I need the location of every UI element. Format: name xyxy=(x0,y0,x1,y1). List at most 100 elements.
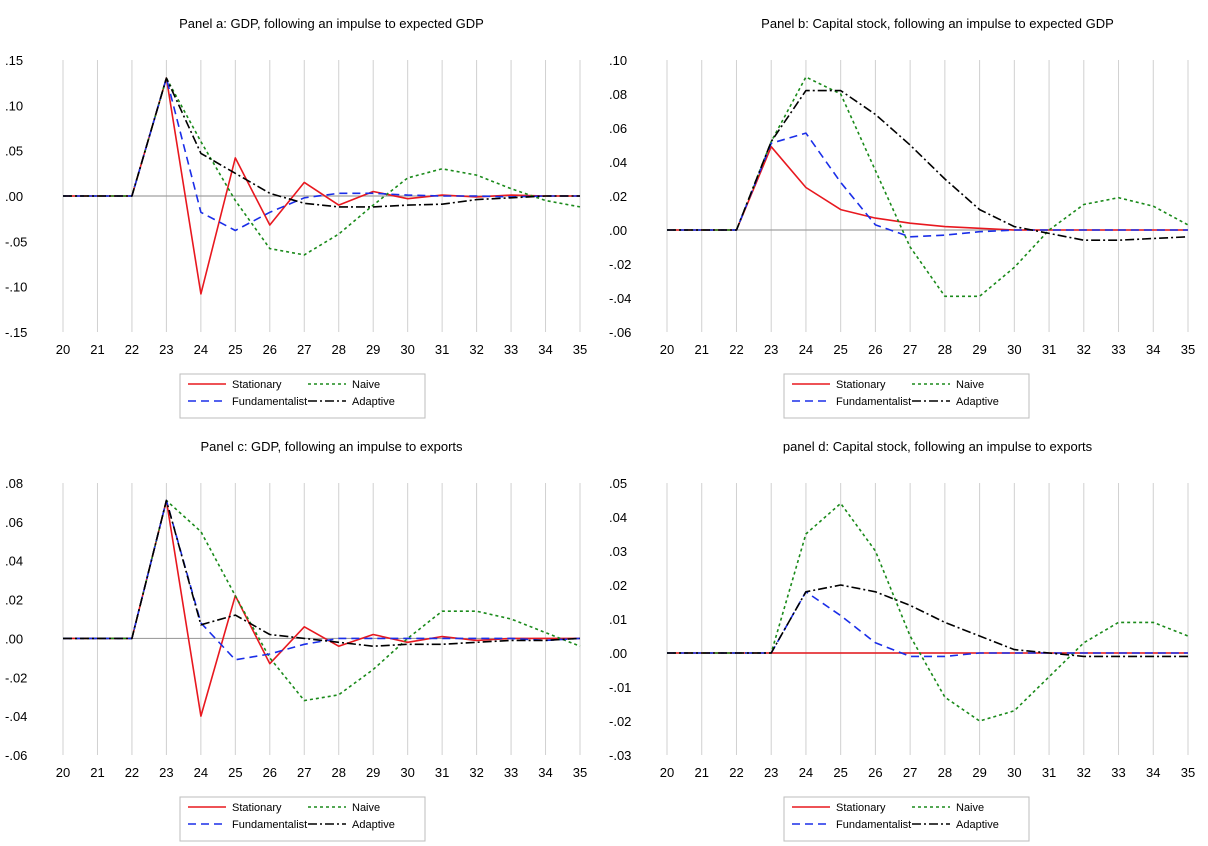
series-line-naive xyxy=(667,502,1189,722)
y-tick-label: .02 xyxy=(609,578,627,593)
x-tick-label: 34 xyxy=(538,765,552,780)
x-tick-label: 22 xyxy=(125,765,139,780)
x-tick-label: 20 xyxy=(660,342,674,357)
chart-title: panel d: Capital stock, following an imp… xyxy=(783,439,1093,454)
x-tick-label: 25 xyxy=(228,765,242,780)
x-tick-label: 20 xyxy=(56,765,70,780)
y-tick-label: .01 xyxy=(609,612,627,627)
y-tick-label: .06 xyxy=(609,121,627,136)
x-tick-label: 34 xyxy=(538,342,552,357)
x-tick-label: 27 xyxy=(903,342,917,357)
x-tick-label: 29 xyxy=(972,765,986,780)
x-tick-label: 21 xyxy=(90,765,104,780)
x-tick-label: 28 xyxy=(331,342,345,357)
legend-box xyxy=(783,796,1030,842)
x-tick-label: 26 xyxy=(868,765,882,780)
y-tick-label: -.02 xyxy=(609,257,631,272)
legend-label-fundamentalist: Fundamentalist xyxy=(836,396,911,408)
y-tick-label: -.05 xyxy=(5,234,27,249)
x-tick-label: 29 xyxy=(366,765,380,780)
y-tick-label: -.02 xyxy=(609,714,631,729)
x-tick-label: 27 xyxy=(903,765,917,780)
y-tick-label: .08 xyxy=(5,476,23,491)
x-tick-label: 33 xyxy=(504,765,518,780)
x-tick-label: 27 xyxy=(297,765,311,780)
x-tick-label: 32 xyxy=(469,342,483,357)
x-tick-label: 23 xyxy=(764,342,778,357)
y-tick-label: -.01 xyxy=(609,680,631,695)
x-tick-label: 25 xyxy=(833,765,847,780)
x-tick-label: 33 xyxy=(1111,765,1125,780)
y-tick-label: .04 xyxy=(5,554,23,569)
series-line-stationary xyxy=(63,499,580,717)
legend-label-fundamentalist: Fundamentalist xyxy=(232,819,307,831)
x-tick-label: 26 xyxy=(263,342,277,357)
y-tick-label: .08 xyxy=(609,87,627,102)
series-line-adaptive xyxy=(63,77,580,208)
y-tick-label: .06 xyxy=(5,515,23,530)
x-tick-label: 21 xyxy=(90,342,104,357)
y-tick-label: -.02 xyxy=(5,670,27,685)
legend-label-fundamentalist: Fundamentalist xyxy=(836,819,911,831)
y-tick-label: .05 xyxy=(5,144,23,159)
x-tick-label: 35 xyxy=(573,342,587,357)
y-tick-label: .10 xyxy=(609,53,627,68)
legend-label-naive: Naive xyxy=(956,379,984,391)
x-tick-label: 32 xyxy=(1077,765,1091,780)
x-tick-label: 28 xyxy=(938,342,952,357)
y-tick-label: .02 xyxy=(609,189,627,204)
x-tick-label: 28 xyxy=(331,765,345,780)
y-tick-label: .05 xyxy=(609,476,627,491)
x-tick-label: 29 xyxy=(972,342,986,357)
x-tick-label: 26 xyxy=(868,342,882,357)
y-tick-label: .04 xyxy=(609,510,627,525)
legend: Stationary Naive Fundamentalist Adaptive xyxy=(783,796,1030,842)
x-tick-label: 34 xyxy=(1146,342,1160,357)
legend-box xyxy=(179,373,426,419)
legend-label-adaptive: Adaptive xyxy=(352,396,395,408)
chart-panel-b: Panel b: Capital stock, following an imp… xyxy=(609,16,1195,419)
y-tick-label: -.06 xyxy=(5,748,27,763)
x-tick-label: 21 xyxy=(694,765,708,780)
y-tick-label: -.04 xyxy=(5,709,27,724)
series-line-adaptive xyxy=(63,499,581,647)
x-tick-label: 23 xyxy=(159,342,173,357)
y-tick-label: -.06 xyxy=(609,325,631,340)
x-tick-label: 32 xyxy=(469,765,483,780)
y-tick-label: .00 xyxy=(609,223,627,238)
y-tick-label: .04 xyxy=(609,155,627,170)
x-tick-label: 24 xyxy=(194,765,208,780)
x-tick-label: 31 xyxy=(1042,765,1056,780)
chart-title: Panel c: GDP, following an impulse to ex… xyxy=(200,439,463,454)
x-tick-label: 24 xyxy=(799,765,813,780)
x-tick-label: 31 xyxy=(435,765,449,780)
legend-label-stationary: Stationary xyxy=(232,802,282,814)
x-tick-label: 33 xyxy=(504,342,518,357)
chart-panel-a: Panel a: GDP, following an impulse to ex… xyxy=(5,16,587,419)
x-tick-label: 23 xyxy=(159,765,173,780)
chart-panel-c: Panel c: GDP, following an impulse to ex… xyxy=(5,439,587,842)
series-line-fundamentalist xyxy=(667,132,1188,238)
legend-label-naive: Naive xyxy=(956,802,984,814)
y-tick-label: .03 xyxy=(609,544,627,559)
x-tick-label: 33 xyxy=(1111,342,1125,357)
legend-label-stationary: Stationary xyxy=(232,379,282,391)
series-line-naive xyxy=(63,77,581,256)
x-tick-label: 23 xyxy=(764,765,778,780)
x-tick-label: 20 xyxy=(56,342,70,357)
y-tick-label: -.03 xyxy=(609,748,631,763)
y-tick-label: -.04 xyxy=(609,291,631,306)
legend: Stationary Naive Fundamentalist Adaptive xyxy=(783,373,1030,419)
x-tick-label: 31 xyxy=(1042,342,1056,357)
y-tick-label: .00 xyxy=(5,189,23,204)
legend-label-adaptive: Adaptive xyxy=(956,819,999,831)
x-tick-label: 22 xyxy=(125,342,139,357)
x-tick-label: 24 xyxy=(799,342,813,357)
x-tick-label: 26 xyxy=(263,765,277,780)
legend-label-stationary: Stationary xyxy=(836,802,886,814)
x-tick-label: 22 xyxy=(729,765,743,780)
y-tick-label: .00 xyxy=(609,646,627,661)
x-tick-label: 30 xyxy=(1007,342,1021,357)
chart-panel-d: panel d: Capital stock, following an imp… xyxy=(609,439,1195,842)
series-line-adaptive xyxy=(667,584,1188,658)
